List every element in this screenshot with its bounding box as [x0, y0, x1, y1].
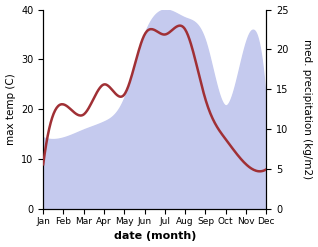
X-axis label: date (month): date (month) [114, 231, 196, 242]
Y-axis label: med. precipitation (kg/m2): med. precipitation (kg/m2) [302, 39, 313, 180]
Y-axis label: max temp (C): max temp (C) [5, 74, 16, 145]
